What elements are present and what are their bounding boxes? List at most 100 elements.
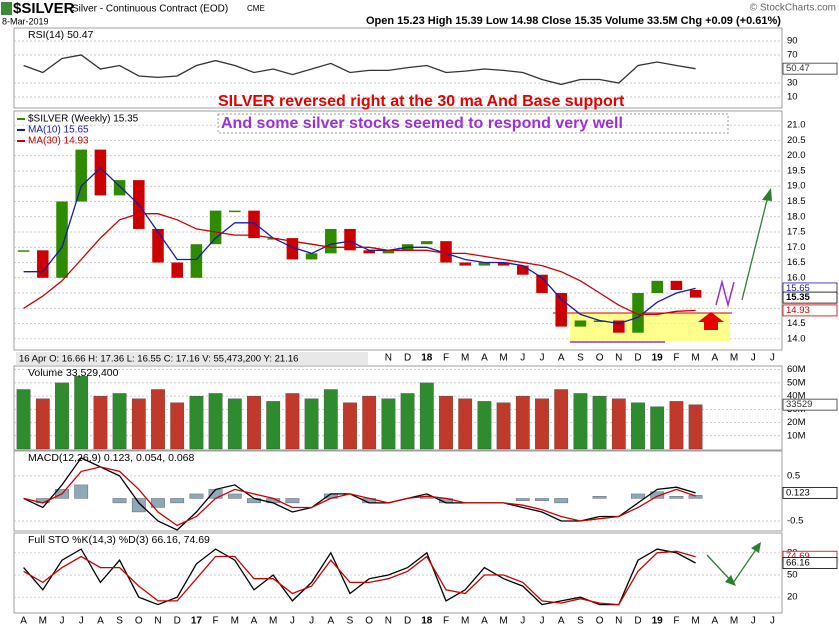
candle xyxy=(632,293,644,333)
x-tick-label: J xyxy=(520,616,525,627)
bar xyxy=(592,395,607,450)
bar xyxy=(439,395,453,450)
x-tick-label: 19 xyxy=(652,353,664,364)
bar xyxy=(343,402,357,450)
bar xyxy=(362,395,377,450)
candle xyxy=(229,210,241,213)
symbol-name: Silver - Continuous Contract (EOD) xyxy=(72,4,228,15)
x-tick-label: F xyxy=(443,353,449,364)
x-tick-label: N xyxy=(385,616,392,627)
bar xyxy=(592,496,607,499)
candle xyxy=(517,265,529,275)
bar xyxy=(247,395,261,450)
bar xyxy=(611,398,626,450)
bar xyxy=(189,395,204,450)
logo-icon xyxy=(1,2,12,15)
candle xyxy=(286,238,299,260)
bar xyxy=(74,376,89,450)
legend-label: MA(30) 14.93 xyxy=(28,136,89,147)
y-tick-label: 14.0 xyxy=(787,333,806,344)
bar xyxy=(669,401,684,450)
annotation: SILVER reversed right at the 30 ma And B… xyxy=(218,93,625,110)
y-tick-label: 17.5 xyxy=(787,227,806,238)
credit: © StockCharts.com xyxy=(750,3,836,14)
x-tick-label: F xyxy=(213,616,219,627)
candle xyxy=(325,228,337,254)
candle xyxy=(56,201,68,278)
x-tick-label: J xyxy=(751,616,756,627)
candle xyxy=(152,228,164,263)
panel-frame xyxy=(13,27,783,109)
date: 8-Mar-2019 xyxy=(2,16,49,26)
y-tick-label: 90 xyxy=(787,36,798,47)
x-tick-label: M xyxy=(39,616,47,627)
candle xyxy=(689,289,702,298)
panel-title: Full STO %K(14,3) %D(3) 66.16, 74.69 xyxy=(28,534,210,546)
value-badge xyxy=(782,291,838,304)
y-tick-label: 20 xyxy=(787,592,798,603)
x-tick-label: O xyxy=(596,353,604,364)
x-tick-label: A xyxy=(327,616,334,627)
bar xyxy=(631,402,645,450)
value-badge xyxy=(782,62,838,75)
candle xyxy=(209,210,222,245)
bar xyxy=(535,498,549,501)
bar xyxy=(458,398,473,450)
value-badge xyxy=(782,557,838,569)
x-tick-label: J xyxy=(540,616,545,627)
x-tick-label: S xyxy=(347,616,354,627)
bar xyxy=(650,491,665,499)
sto-arrow-head xyxy=(725,575,736,586)
x-tick-label: 18 xyxy=(421,353,433,364)
candle xyxy=(190,244,203,278)
candle xyxy=(305,253,318,260)
x-tick-label: F xyxy=(443,616,449,627)
y-tick-label: 21.0 xyxy=(787,120,806,131)
series-line xyxy=(23,548,696,606)
y-tick-label: 20.5 xyxy=(787,135,806,146)
x-tick-label: D xyxy=(634,616,641,627)
candle xyxy=(478,262,491,266)
bar xyxy=(227,493,242,499)
y-tick-label: 19.0 xyxy=(787,181,806,192)
y-tick-label: 17.0 xyxy=(787,242,806,253)
note-box xyxy=(217,113,729,134)
x-tick-label: M xyxy=(269,616,277,627)
value-badge xyxy=(782,304,838,317)
y-tick-label: 10M xyxy=(787,430,806,441)
candle xyxy=(382,250,395,254)
x-tick-label: M xyxy=(691,353,699,364)
x-tick-label: M xyxy=(691,616,699,627)
y-tick-label: 14.5 xyxy=(787,318,806,329)
bar xyxy=(400,393,415,450)
x-tick-label: A xyxy=(481,616,488,627)
bar xyxy=(650,406,665,450)
candle xyxy=(344,228,356,251)
panel-title: Volume 33,529,400 xyxy=(28,367,119,379)
series-line xyxy=(23,550,696,606)
candle xyxy=(613,320,625,333)
series-line xyxy=(23,167,696,325)
x-tick-label: M xyxy=(499,616,507,627)
x-tick-label: N xyxy=(615,616,622,627)
x-tick-label: J xyxy=(79,616,84,627)
bar xyxy=(266,401,281,450)
candle xyxy=(75,149,87,202)
x-tick-label: S xyxy=(116,616,123,627)
panel-frame xyxy=(13,365,783,451)
base-box xyxy=(570,313,730,341)
x-tick-label: M xyxy=(499,353,507,364)
x-tick-label: J xyxy=(751,353,756,364)
panel-title: MACD(12,26,9) 0.123, 0.054, 0.068 xyxy=(28,452,195,464)
x-tick-label: A xyxy=(20,616,27,627)
x-tick-label: F xyxy=(673,616,679,627)
panel-frame xyxy=(13,532,783,614)
x-tick-label: O xyxy=(365,616,373,627)
value-badge-label: 66.16 xyxy=(786,558,810,569)
bar xyxy=(227,398,242,450)
y-tick-label: 70 xyxy=(787,50,798,61)
candle xyxy=(171,262,183,278)
bar xyxy=(93,395,108,450)
bar xyxy=(535,398,549,450)
series-line xyxy=(23,54,696,86)
